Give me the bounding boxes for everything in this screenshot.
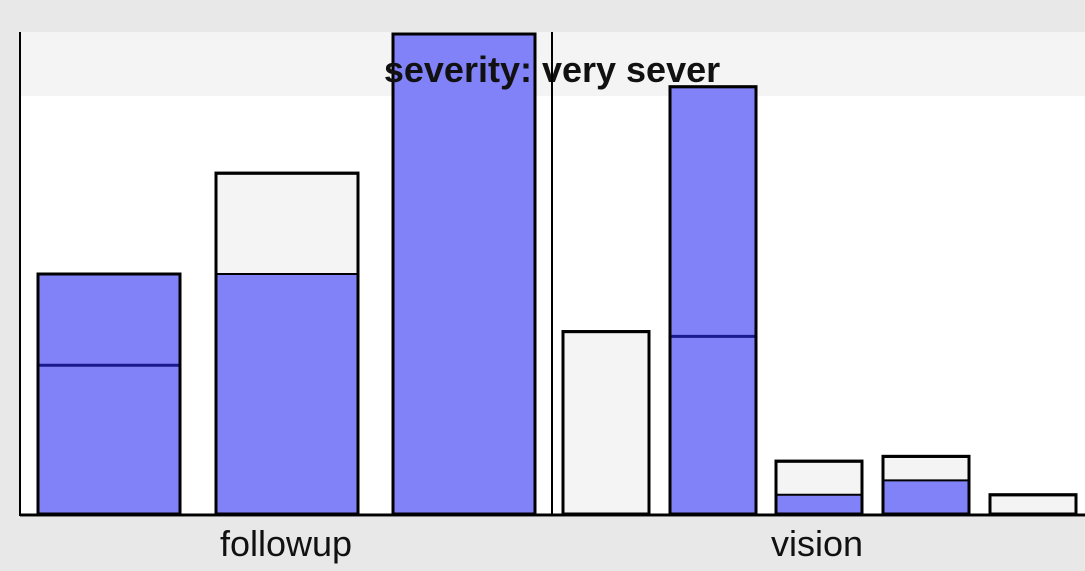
category-labels: followup vision: [220, 523, 863, 564]
bar-filled: [394, 34, 534, 514]
bar-filled: [777, 494, 861, 514]
category-label-vision: vision: [771, 523, 863, 564]
bar-total: [561, 330, 651, 516]
bar-followup-1: [36, 272, 182, 516]
bar-followup-3: [391, 32, 537, 516]
bar-filled: [671, 86, 755, 515]
bar-vision-4: [881, 454, 971, 516]
bar-vision-1: [561, 330, 651, 516]
bar-total: [988, 493, 1078, 516]
bar-filled: [217, 274, 357, 514]
bar-followup-2: [214, 171, 360, 516]
axes-group: [19, 32, 1085, 517]
bar-filled: [39, 274, 179, 514]
bar-vision-5: [988, 493, 1078, 516]
category-label-followup: followup: [220, 523, 352, 564]
bar-vision-2: [668, 85, 758, 516]
bar-vision-3: [774, 459, 864, 516]
bar-filled: [884, 480, 968, 514]
bars-group: [36, 32, 1078, 516]
